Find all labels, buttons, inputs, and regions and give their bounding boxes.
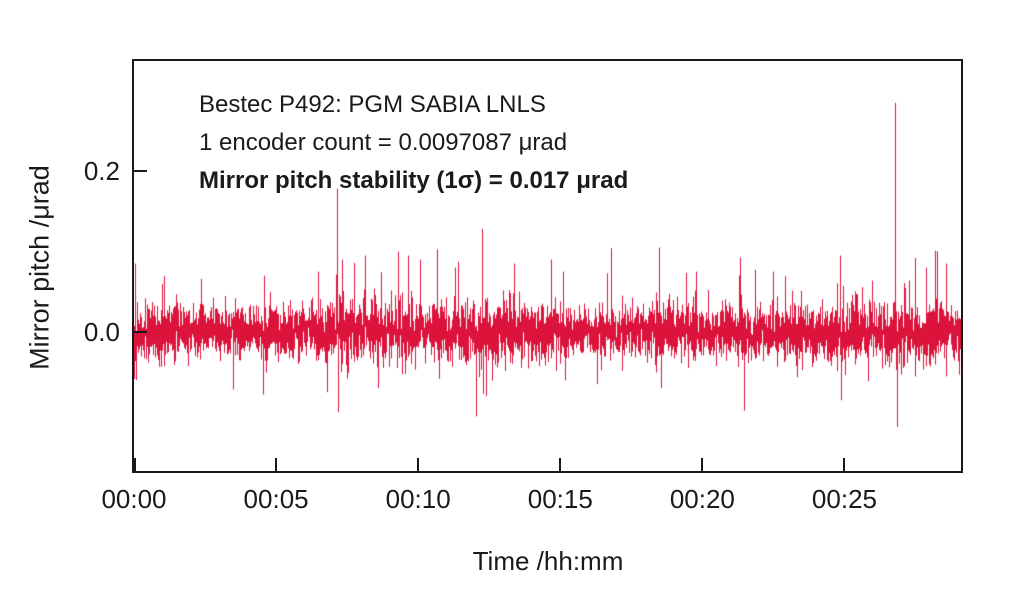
x-tick-mark: [701, 458, 704, 471]
plot-area: Bestec P492: PGM SABIA LNLS 1 encoder co…: [132, 59, 963, 473]
x-axis-label: Time /hh:mm: [472, 546, 624, 576]
x-tick-mark: [134, 458, 136, 471]
y-tick-label: 0.0: [83, 316, 120, 347]
annotation-line-3: Mirror pitch stability (1σ) = 0.017 μrad: [199, 167, 629, 194]
x-tick-mark: [843, 458, 846, 471]
x-tick-label: 00:05: [243, 484, 309, 514]
y-tick-label: 0.2: [83, 156, 120, 187]
annotation-line-2: 1 encoder count = 0.0097087 μrad: [199, 129, 568, 156]
x-tick-label: 00:15: [527, 484, 593, 514]
y-tick-mark: [134, 330, 147, 333]
x-tick-label: 00:00: [101, 484, 167, 514]
y-tick-mark: [134, 170, 147, 173]
x-tick-mark: [559, 458, 562, 471]
x-tick-label: 00:25: [811, 484, 877, 514]
annotation-line-1: Bestec P492: PGM SABIA LNLS: [199, 91, 546, 118]
x-tick-mark: [275, 458, 278, 471]
x-tick-label: 00:10: [385, 484, 451, 514]
annotation-block: Bestec P492: PGM SABIA LNLS 1 encoder co…: [199, 86, 628, 200]
x-tick-label: 00:20: [669, 484, 735, 514]
x-tick-mark: [417, 458, 420, 471]
signal-trace-canvas: [134, 61, 961, 471]
